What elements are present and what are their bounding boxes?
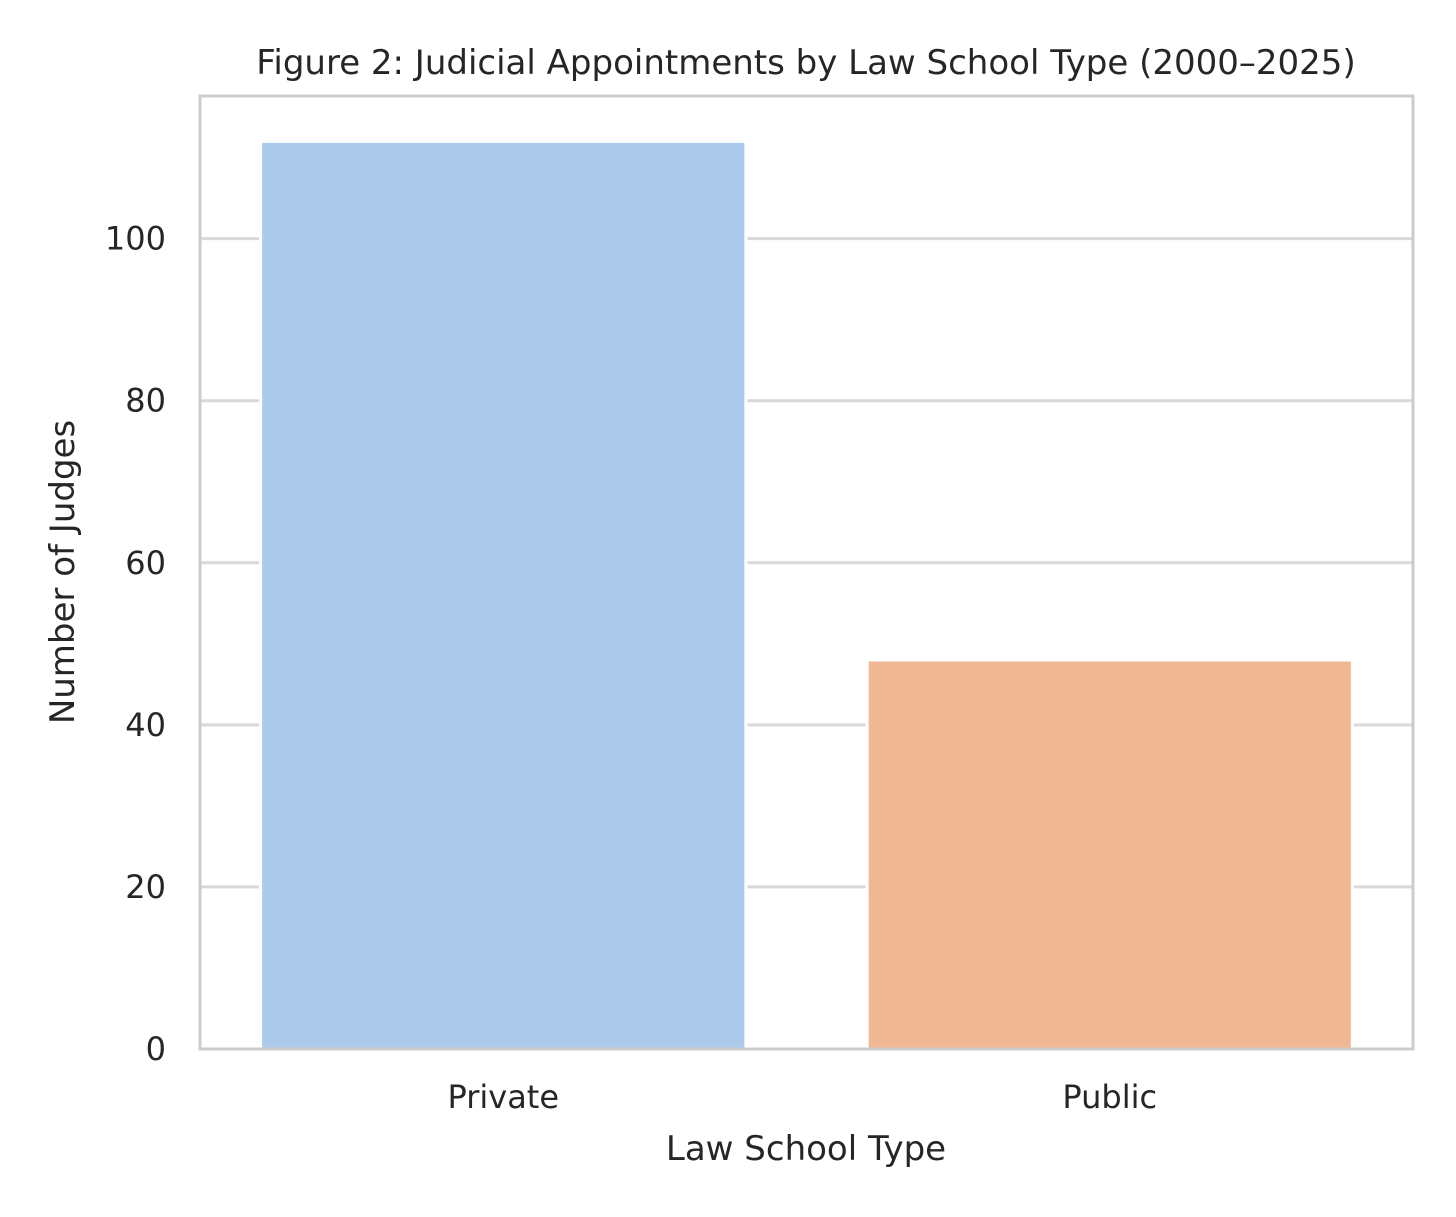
- x-tick-label-private: Private: [447, 1078, 559, 1116]
- y-tick-label-80: 80: [125, 382, 166, 420]
- y-axis-label: Number of Judges: [43, 420, 83, 724]
- y-tick-label-40: 40: [125, 706, 166, 744]
- plot-frame: [198, 94, 1415, 1051]
- y-tick-labels: 0 20 40 60 80 100: [105, 220, 166, 1068]
- y-tick-label-60: 60: [125, 544, 166, 582]
- bars: [259, 139, 1354, 1051]
- bar-public: [865, 658, 1354, 1051]
- chart-title: Figure 2: Judicial Appointments by Law S…: [256, 43, 1355, 83]
- x-tick-labels: Private Public: [447, 1078, 1157, 1116]
- y-tick-label-100: 100: [105, 220, 166, 258]
- x-axis-label: Law School Type: [666, 1129, 946, 1169]
- y-tick-label-0: 0: [146, 1030, 166, 1068]
- x-tick-label-public: Public: [1062, 1078, 1157, 1116]
- bar-private: [259, 139, 748, 1051]
- y-tick-label-20: 20: [125, 868, 166, 906]
